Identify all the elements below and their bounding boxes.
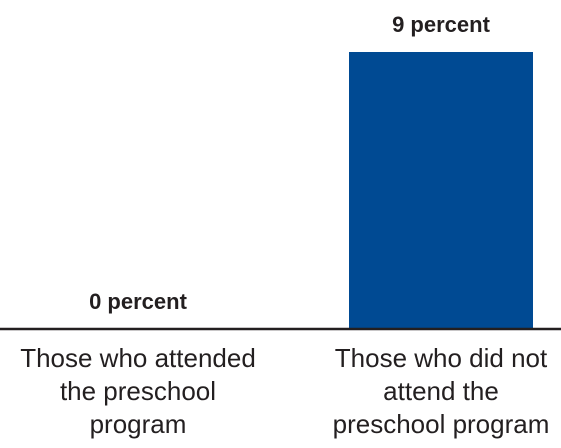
category-label-line: preschool program [332, 409, 550, 439]
category-label-line: Those who did not [334, 343, 548, 373]
value-label-0: 0 percent [89, 289, 187, 314]
category-label-line: Those who attended [20, 343, 256, 373]
category-label-line: the preschool [59, 376, 217, 406]
category-label-line: program [89, 409, 187, 439]
value-labels-group: 0 percent 9 percent [89, 12, 490, 314]
category-label-not-attended: Those who did not attend the preschool p… [291, 342, 561, 441]
bar-1 [349, 52, 533, 329]
bars-group [349, 52, 533, 329]
value-label-1: 9 percent [392, 12, 490, 37]
category-label-attended: Those who attended the preschool program [0, 342, 288, 441]
category-label-line: attend the [383, 376, 499, 406]
